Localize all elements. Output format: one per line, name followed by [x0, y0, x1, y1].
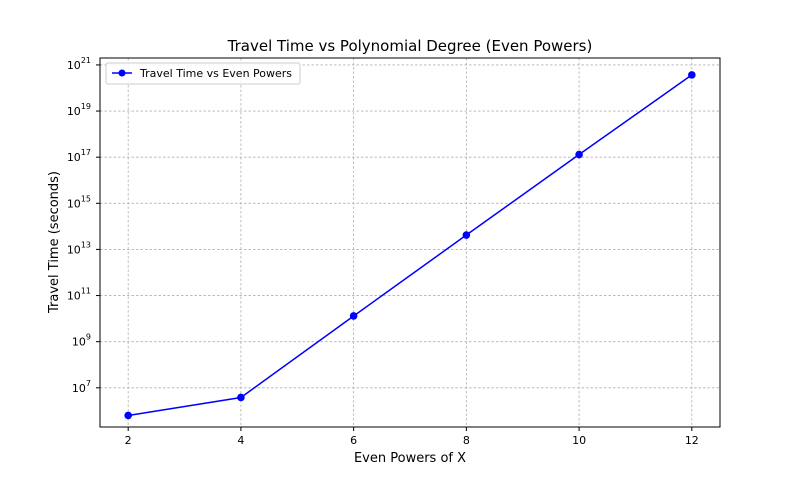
y-tick-label: 1015: [67, 194, 91, 210]
grid-lines: [100, 58, 720, 427]
plot-area: [99, 57, 721, 428]
series-line: [128, 74, 693, 417]
data-point: [688, 71, 696, 79]
y-tick-label: 109: [72, 333, 91, 349]
y-tick-label: 1011: [67, 287, 91, 303]
x-tick-label: 10: [572, 434, 586, 447]
legend-entry-label: Travel Time vs Even Powers: [139, 67, 292, 80]
x-axis-label: Even Powers of X: [354, 451, 466, 466]
data-point: [462, 231, 471, 239]
y-tick-label: 107: [72, 379, 91, 395]
legend-marker-sample: [118, 69, 126, 77]
x-tick-label: 2: [125, 434, 132, 447]
data-point: [237, 393, 245, 402]
legend-box: [105, 62, 301, 85]
y-tick-label: 1021: [67, 56, 91, 72]
legend: Travel Time vs Even Powers: [105, 62, 301, 85]
data-point: [349, 312, 358, 320]
x-tick-label: 4: [237, 434, 244, 447]
x-tick-label: 8: [463, 434, 470, 447]
y-axis: 107 109 1011 1013 1015 1017 1019 1021: [67, 56, 100, 395]
data-point: [124, 411, 132, 420]
y-tick-label: 1019: [67, 102, 91, 118]
chart-title: Travel Time vs Polynomial Degree (Even P…: [227, 37, 593, 55]
data-point: [575, 150, 583, 159]
y-axis-label: Travel Time (seconds): [47, 171, 62, 314]
y-tick-label: 1017: [67, 148, 91, 164]
series-layer: [124, 71, 696, 420]
x-axis: 2 4 6 8 10 12: [125, 427, 699, 447]
x-tick-label: 6: [350, 434, 357, 447]
y-tick-label: 1013: [67, 240, 91, 256]
x-tick-label: 12: [685, 434, 699, 447]
